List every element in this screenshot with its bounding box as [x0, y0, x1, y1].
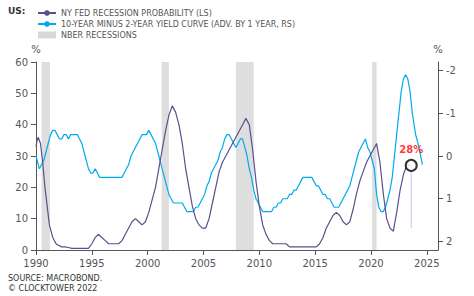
svg-text:1995: 1995 — [79, 258, 104, 269]
svg-text:1990: 1990 — [23, 258, 48, 269]
svg-text:30: 30 — [15, 151, 28, 162]
svg-text:40: 40 — [15, 119, 28, 130]
svg-text:NY FED RECESSION PROBABILITY (: NY FED RECESSION PROBABILITY (LS) — [61, 9, 212, 18]
svg-text:1: 1 — [446, 193, 452, 204]
svg-text:60: 60 — [15, 57, 28, 68]
svg-text:10-YEAR MINUS 2-YEAR YIELD CUR: 10-YEAR MINUS 2-YEAR YIELD CURVE (ADV. B… — [61, 20, 295, 29]
svg-text:SOURCE: MACROBOND.: SOURCE: MACROBOND. — [8, 274, 102, 283]
svg-text:20: 20 — [15, 182, 28, 193]
svg-text:2010: 2010 — [247, 258, 272, 269]
svg-text:© CLOCKTOWER 2022: © CLOCKTOWER 2022 — [8, 284, 97, 293]
svg-text:2: 2 — [446, 236, 452, 247]
svg-text:%: % — [433, 44, 443, 55]
svg-text:NBER RECESSIONS: NBER RECESSIONS — [61, 31, 137, 40]
svg-text:US:: US: — [8, 6, 25, 16]
svg-text:10: 10 — [15, 213, 28, 224]
svg-text:2005: 2005 — [191, 258, 216, 269]
svg-text:2015: 2015 — [302, 258, 327, 269]
svg-text:2025: 2025 — [414, 258, 439, 269]
svg-text:%: % — [31, 44, 41, 55]
svg-text:0: 0 — [22, 245, 28, 256]
svg-text:2000: 2000 — [135, 258, 160, 269]
svg-text:2020: 2020 — [358, 258, 383, 269]
svg-text:-1: -1 — [446, 108, 456, 119]
svg-text:-2: -2 — [446, 65, 456, 76]
svg-text:0: 0 — [446, 151, 452, 162]
svg-text:28%: 28% — [399, 144, 423, 155]
svg-text:50: 50 — [15, 88, 28, 99]
